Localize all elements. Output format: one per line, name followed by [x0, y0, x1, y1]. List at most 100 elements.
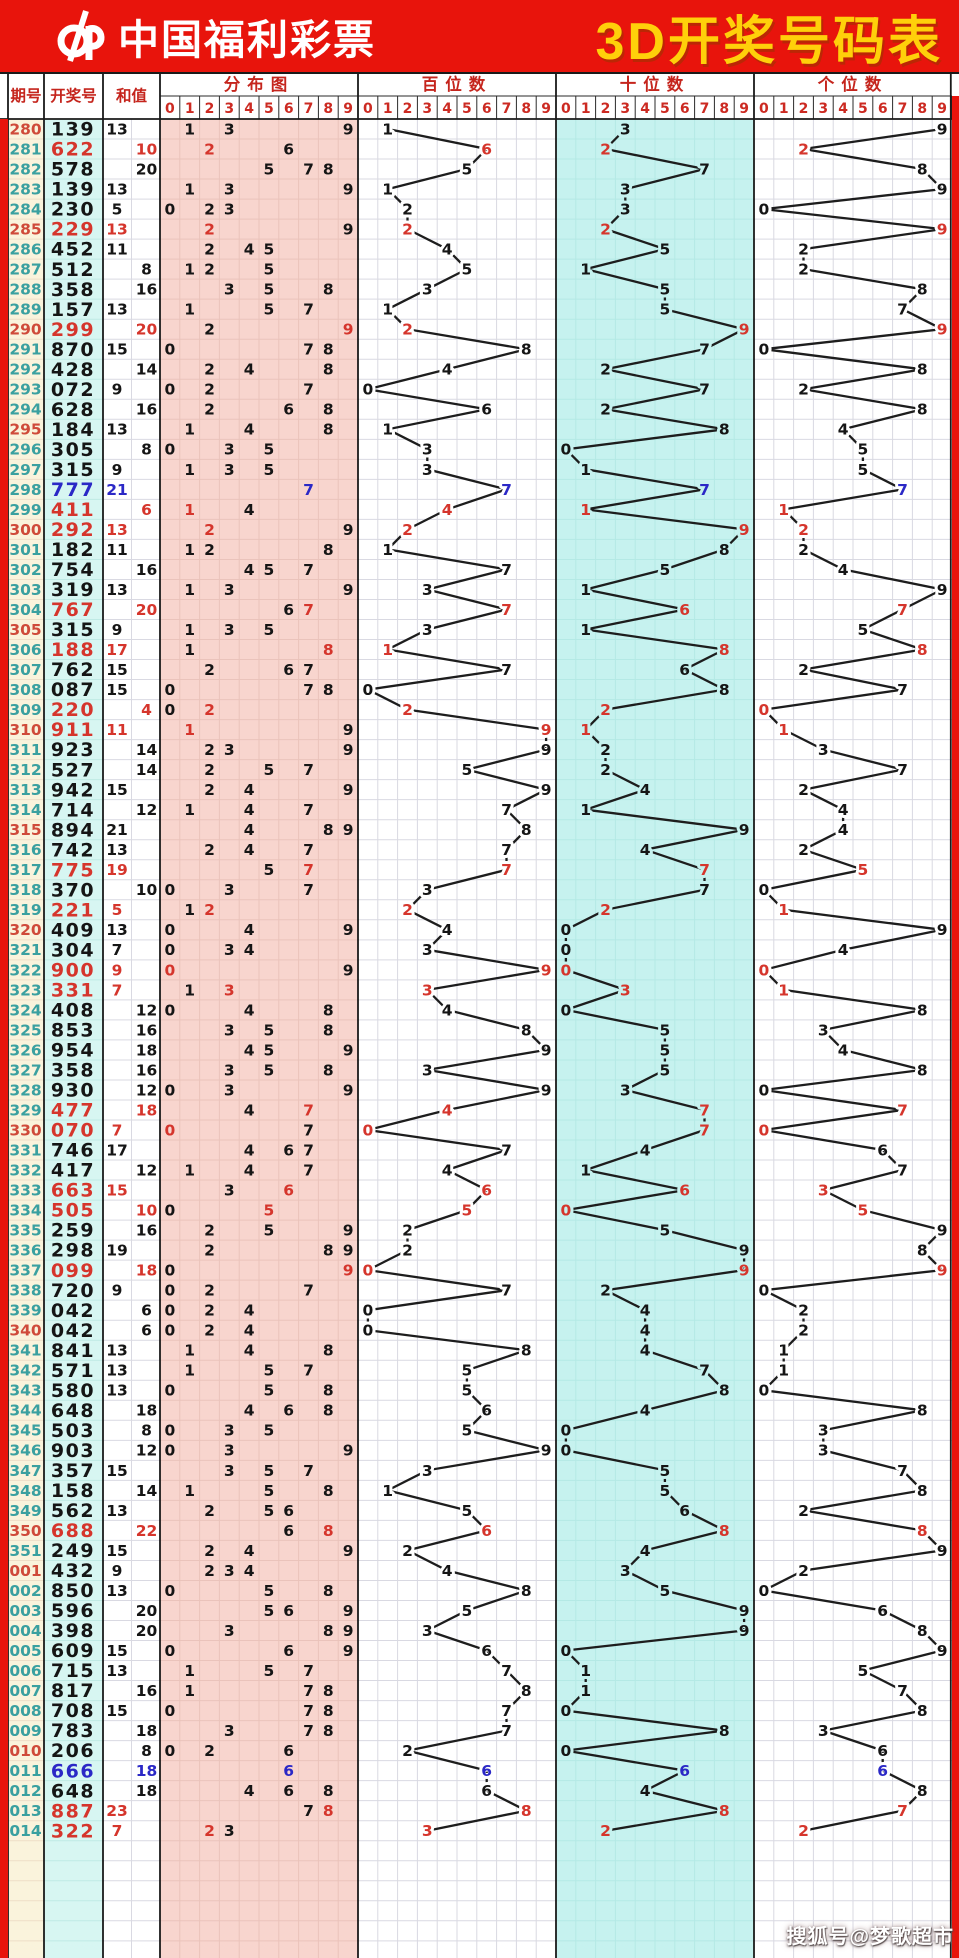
distribution-digit: 8 [323, 1522, 334, 1540]
digit-axis-label: 2 [601, 101, 611, 117]
digit-axis-label: 7 [304, 101, 314, 117]
hundreds-digit-label: 5 [462, 1602, 473, 1620]
table-row: 319 221 5 1 2 [9, 899, 215, 921]
table-row: 280 139 13 1 3 9 [9, 119, 353, 141]
sum-cell: 13 [106, 301, 128, 319]
period-cell: 012 [9, 1782, 41, 1800]
digit-axis-label: 0 [165, 101, 175, 117]
distribution-digit: 0 [165, 1742, 176, 1760]
units-digit-label: 6 [877, 1602, 888, 1620]
hundreds-digit-label: 6 [481, 1762, 492, 1780]
distribution-digit: 7 [303, 341, 314, 359]
period-cell: 287 [9, 261, 41, 279]
period-cell: 342 [9, 1362, 41, 1380]
tens-digit-label: 7 [699, 160, 710, 178]
number-cell: 783 [51, 1720, 95, 1742]
distribution-digit: 7 [303, 381, 314, 399]
hundreds-digit-label: 9 [541, 741, 552, 759]
sum-cell: 9 [112, 1282, 123, 1300]
number-cell: 714 [51, 799, 95, 821]
distribution-digit: 5 [264, 441, 275, 459]
hundreds-digit-label: 3 [422, 581, 433, 599]
digit-axis-label: 3 [620, 101, 630, 117]
number-cell: 087 [51, 679, 95, 701]
number-cell: 319 [51, 579, 95, 601]
hundreds-digit-label: 4 [442, 921, 453, 939]
period-cell: 351 [9, 1542, 41, 1560]
sum-cell: 14 [136, 1482, 158, 1500]
sum-cell: 8 [141, 261, 152, 279]
sum-cell: 20 [136, 601, 158, 619]
units-digit-label: 8 [917, 1782, 928, 1800]
table-row: 318 370 10 0 3 7 [9, 879, 314, 901]
period-cell: 299 [9, 501, 41, 519]
digit-axis-label: 6 [482, 101, 492, 117]
period-cell: 293 [9, 381, 41, 399]
hundreds-digit-label: 5 [462, 761, 473, 779]
units-digit-label: 4 [838, 561, 849, 579]
table-row: 282 578 20 5 7 8 [9, 159, 333, 181]
distribution-digit: 3 [224, 281, 235, 299]
distribution-digit: 9 [343, 1622, 354, 1640]
hundreds-digit-label: 0 [363, 1121, 374, 1139]
period-cell: 320 [9, 921, 42, 939]
table-row: 345 503 8 0 3 5 [9, 1420, 274, 1442]
distribution-digit: 6 [283, 1742, 294, 1760]
hundreds-digit-label: 7 [501, 861, 512, 879]
number-cell: 370 [51, 879, 95, 901]
tens-digit-label: 3 [620, 1562, 631, 1580]
tens-digit-label: 9 [739, 521, 750, 539]
tens-digit-label: 8 [719, 541, 730, 559]
tens-digit-label: 7 [699, 1362, 710, 1380]
distribution-digit: 0 [165, 941, 176, 959]
distribution-digit: 0 [165, 701, 176, 719]
page-title: 3D开奖号码表 [595, 12, 943, 71]
units-digit-label: 9 [937, 180, 948, 198]
distribution-digit: 4 [244, 1322, 255, 1340]
number-cell: 158 [51, 1480, 95, 1502]
number-cell: 663 [51, 1180, 95, 1202]
period-cell: 337 [9, 1262, 41, 1280]
tens-digit-label: 6 [679, 601, 690, 619]
tens-digit-label: 9 [739, 1602, 750, 1620]
distribution-digit: 8 [323, 1702, 334, 1720]
right-red-border [952, 96, 959, 1958]
units-digit-label: 0 [759, 1282, 770, 1300]
number-cell: 249 [51, 1540, 95, 1562]
sum-cell: 13 [106, 841, 128, 859]
distribution-digit: 5 [264, 1422, 275, 1440]
sum-cell: 22 [136, 1522, 158, 1540]
units-digit-label: 3 [818, 1442, 829, 1460]
hundreds-polyline [364, 127, 550, 1832]
sum-cell: 13 [106, 921, 128, 939]
digit-axis-label: 4 [442, 101, 452, 117]
distribution-digit: 0 [165, 1282, 176, 1300]
sum-cell: 13 [106, 581, 128, 599]
sum-cell: 20 [136, 321, 158, 339]
distribution-digit: 6 [283, 401, 294, 419]
period-cell: 313 [9, 781, 41, 799]
distribution-digit: 7 [303, 1462, 314, 1480]
hundreds-digit-label: 6 [481, 401, 492, 419]
units-digit-label: 9 [937, 921, 948, 939]
units-digit-label: 9 [937, 1222, 948, 1240]
units-digit-label: 5 [858, 461, 869, 479]
hundreds-digit-label: 3 [422, 621, 433, 639]
period-cell: 284 [9, 200, 42, 218]
number-cell: 315 [51, 459, 95, 481]
number-cell: 923 [51, 739, 95, 761]
units-digit-label: 5 [858, 441, 869, 459]
units-digit-label: 4 [838, 941, 849, 959]
distribution-digit: 1 [184, 1662, 195, 1680]
distribution-digit: 7 [303, 481, 314, 499]
hundreds-digit-label: 1 [382, 1482, 393, 1500]
distribution-digit: 7 [303, 881, 314, 899]
table-row: 316 742 13 2 4 7 [9, 839, 314, 861]
tens-digit-label: 7 [699, 481, 710, 499]
tens-digit-label: 2 [600, 401, 611, 419]
table-header: 期号 开奖号 和值 分布图 百位数 十位数 个位数 [0, 72, 959, 119]
sum-cell: 20 [136, 1622, 158, 1640]
period-cell: 334 [9, 1201, 42, 1219]
hundreds-digit-label: 6 [481, 140, 492, 158]
